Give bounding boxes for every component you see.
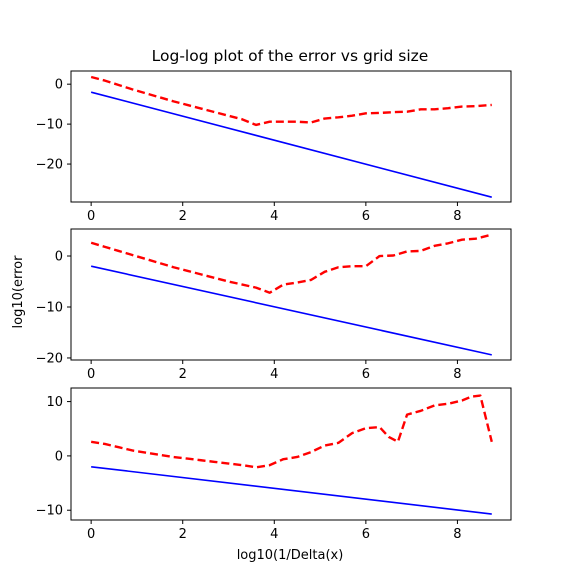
subplots: 0 2 4 6 8 0 −10 −20 0 2 4 6 8 0 −10 −20 0 2 4 6 8 10 0 −10 bbox=[36, 70, 512, 542]
y-tick-label: 0 bbox=[55, 449, 63, 464]
x-tick-label: 4 bbox=[270, 209, 278, 224]
error-series-line bbox=[90, 75, 492, 127]
reference-series-line bbox=[90, 91, 492, 198]
x-axis-label: log10(1/Delta(x) bbox=[237, 548, 344, 563]
axes-frame bbox=[70, 70, 512, 203]
x-tick-label: 2 bbox=[179, 367, 187, 382]
x-tick-label: 0 bbox=[87, 367, 95, 382]
axes-frame bbox=[70, 387, 512, 521]
y-tick-label: −10 bbox=[36, 300, 63, 315]
y-tick-label: 0 bbox=[55, 78, 63, 93]
y-tick-label: 0 bbox=[55, 250, 63, 265]
x-tick-label: 8 bbox=[453, 209, 461, 224]
x-tick-label: 8 bbox=[453, 527, 461, 542]
x-tick-label: 8 bbox=[453, 367, 461, 382]
x-tick-label: 2 bbox=[179, 527, 187, 542]
y-tick-label: −10 bbox=[36, 118, 63, 133]
y-tick-label: −20 bbox=[36, 351, 63, 366]
reference-series-line bbox=[91, 465, 492, 515]
chart-title: Log-log plot of the error vs grid size bbox=[152, 47, 429, 65]
y-tick-label: −20 bbox=[36, 158, 63, 173]
x-tick-label: 4 bbox=[270, 367, 278, 382]
y-tick-label: −10 bbox=[36, 504, 63, 519]
error-series-line bbox=[90, 394, 493, 469]
y-axis-label: log10(error bbox=[11, 255, 26, 329]
reference-series-line bbox=[90, 265, 492, 356]
axes-frame bbox=[70, 228, 512, 361]
x-tick-label: 6 bbox=[362, 367, 370, 382]
subplot-3: 0 2 4 6 8 10 0 −10 bbox=[36, 387, 512, 542]
x-tick-label: 4 bbox=[270, 527, 278, 542]
subplot-2: 0 2 4 6 8 0 −10 −20 bbox=[36, 228, 512, 382]
x-tick-label: 6 bbox=[362, 527, 370, 542]
x-tick-label: 2 bbox=[179, 209, 187, 224]
x-tick-label: 0 bbox=[87, 209, 95, 224]
x-tick-label: 0 bbox=[87, 527, 95, 542]
y-tick-label: 10 bbox=[46, 395, 63, 410]
subplot-1: 0 2 4 6 8 0 −10 −20 bbox=[36, 70, 512, 224]
error-series-line bbox=[90, 233, 493, 294]
x-tick-label: 6 bbox=[362, 209, 370, 224]
